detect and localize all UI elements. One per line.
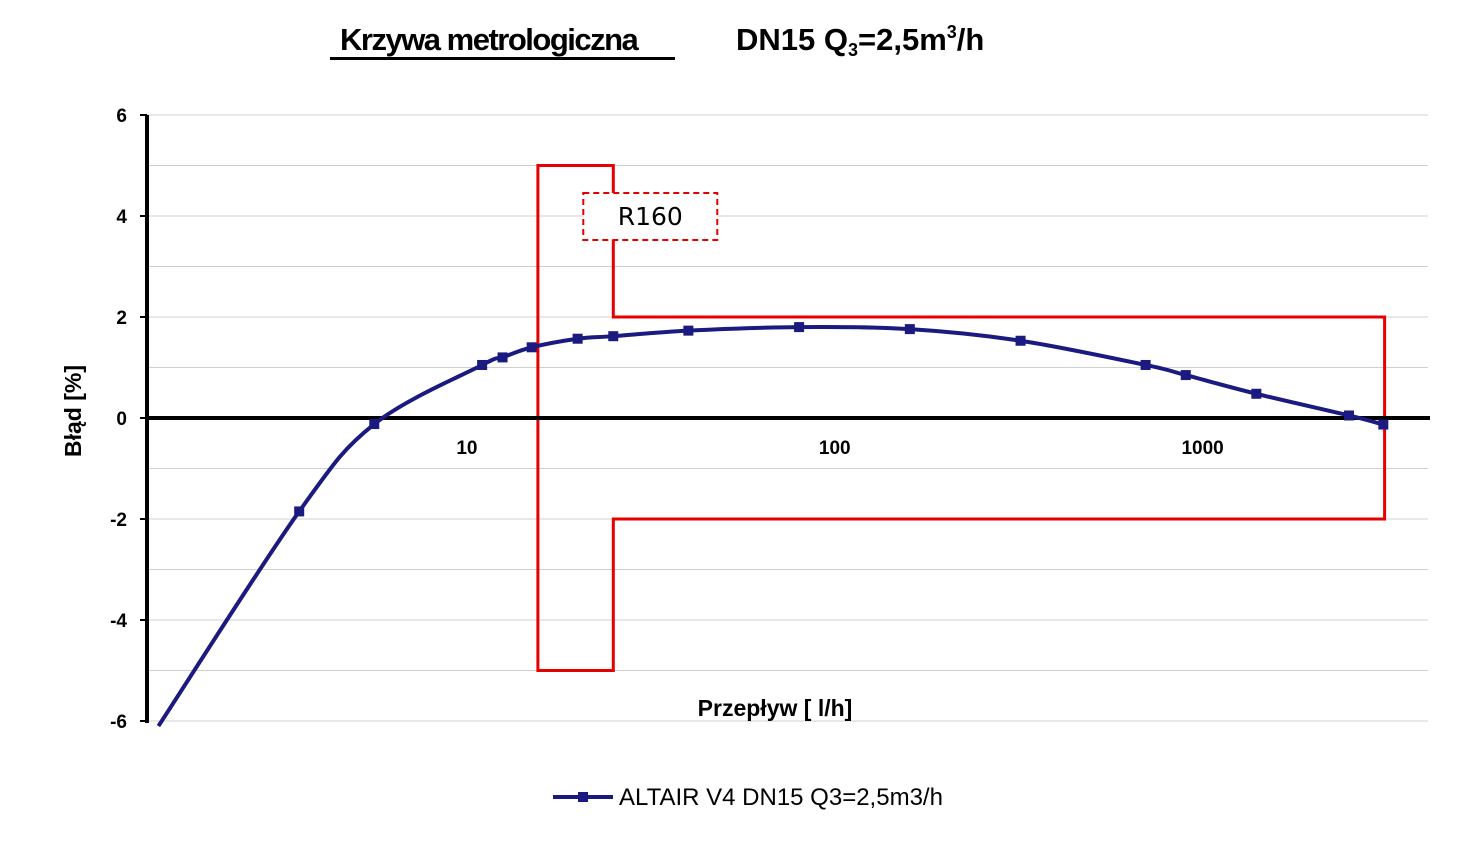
data-point-marker xyxy=(477,359,488,370)
data-point-marker xyxy=(794,322,805,333)
data-point-marker xyxy=(572,333,583,344)
data-point-marker xyxy=(1378,419,1389,430)
legend-series-label: ALTAIR V4 DN15 Q3=2,5m3/h xyxy=(619,784,943,811)
x-tick-label: 10 xyxy=(456,438,477,459)
subtitle-prefix: DN15 Q xyxy=(736,22,848,57)
data-point-marker xyxy=(1140,359,1151,370)
x-tick-label: 1000 xyxy=(1181,438,1223,459)
y-tick-label: 6 xyxy=(116,106,127,127)
y-tick-label: -2 xyxy=(110,510,127,531)
y-tick-label: 0 xyxy=(116,409,127,430)
chart-title: Krzywa metrologiczna xyxy=(340,22,639,57)
axes: -6 -4 -2 0 2 4 6 10 100 1000 xyxy=(110,106,1430,733)
data-point-marker xyxy=(369,419,380,430)
data-point-marker xyxy=(608,331,619,342)
subtitle-superscript: 3 xyxy=(946,22,957,42)
series-line xyxy=(156,324,1384,728)
x-tick-label: 100 xyxy=(819,438,851,459)
data-point-marker xyxy=(904,324,915,335)
data-point-marker xyxy=(1180,370,1191,381)
axis-labels-layer: Przepływ [ l/h] Błąd [%] xyxy=(60,365,852,721)
subtitle-mid: =2,5m xyxy=(858,22,947,57)
data-point-marker xyxy=(294,506,305,517)
title-underline xyxy=(330,57,675,60)
data-point-marker xyxy=(1251,388,1262,399)
x-axis-title: Przepływ [ l/h] xyxy=(698,695,853,721)
data-point-marker xyxy=(526,342,537,353)
r160-annotation-box xyxy=(582,192,719,241)
y-axis-title: Błąd [%] xyxy=(60,365,86,457)
data-point-marker xyxy=(1343,410,1354,421)
legend: ALTAIR V4 DN15 Q3=2,5m3/h xyxy=(553,784,943,811)
y-tick-label: -6 xyxy=(110,712,127,733)
series-layer xyxy=(156,322,1389,728)
data-point-marker xyxy=(497,352,508,363)
data-point-marker xyxy=(683,325,694,336)
subtitle-suffix: /h xyxy=(956,22,985,57)
r160-annotation-label: R160 xyxy=(618,202,683,231)
legend-marker-sample xyxy=(578,792,588,802)
y-tick-label: 2 xyxy=(116,308,127,329)
chart-subtitle: DN15 Q3=2,5m3/h xyxy=(736,22,984,61)
y-tick-label: -4 xyxy=(110,611,127,632)
subtitle-subscript: 3 xyxy=(847,40,858,60)
y-tick-label: 4 xyxy=(116,207,127,228)
data-point-marker xyxy=(1015,335,1026,346)
annotation-layer: R160 xyxy=(582,192,719,241)
